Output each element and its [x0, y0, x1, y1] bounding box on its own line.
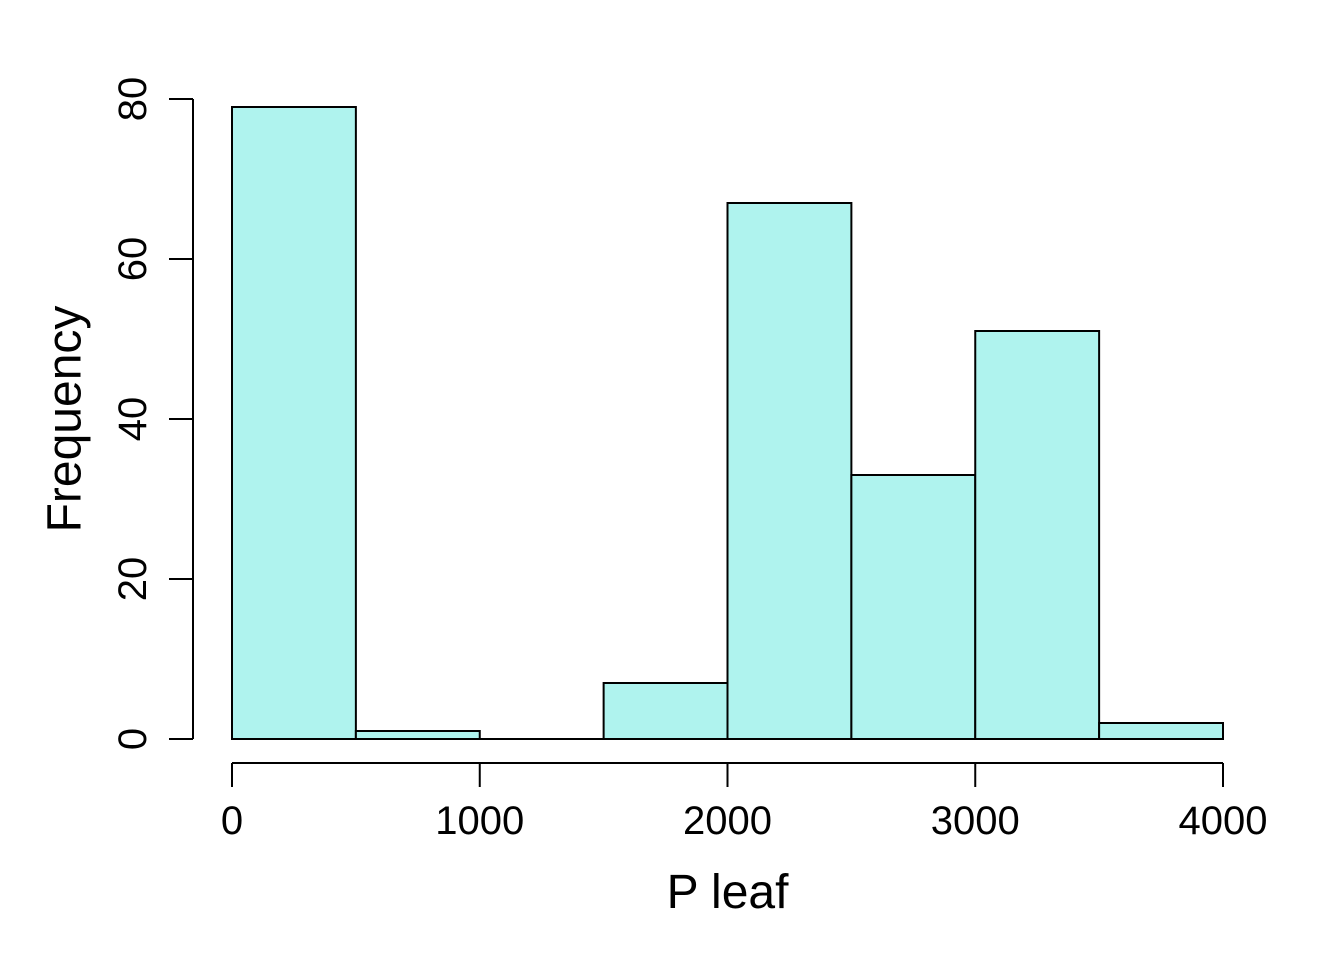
- x-tick-label-2: 2000: [683, 799, 772, 843]
- y-tick-label-4: 80: [111, 77, 155, 122]
- y-tick-label-3: 60: [111, 237, 155, 282]
- y-axis-title: Frequency: [39, 306, 92, 533]
- x-axis-title: P leaf: [667, 866, 790, 919]
- histogram-bar-7: [1098, 722, 1224, 740]
- histogram-bar-1: [354, 730, 481, 740]
- x-tick-label-4: 4000: [1179, 799, 1268, 843]
- histogram-bar-4: [726, 202, 853, 740]
- histogram-bars: [231, 106, 1224, 740]
- x-tick-label-0: 0: [221, 799, 243, 843]
- histogram-bar-0: [231, 106, 357, 740]
- histogram-bar-5: [850, 474, 977, 740]
- histogram-bar-6: [974, 330, 1101, 740]
- histogram-bar-3: [602, 682, 729, 740]
- x-tick-label-3: 3000: [931, 799, 1020, 843]
- y-tick-label-2: 40: [111, 397, 155, 442]
- y-tick-label-0: 0: [111, 728, 155, 750]
- y-axis: 0 20 40 60 80: [111, 77, 194, 750]
- x-tick-label-1: 1000: [435, 799, 524, 843]
- x-axis: 0 1000 2000 3000 4000: [221, 762, 1268, 843]
- y-tick-label-1: 20: [111, 557, 155, 602]
